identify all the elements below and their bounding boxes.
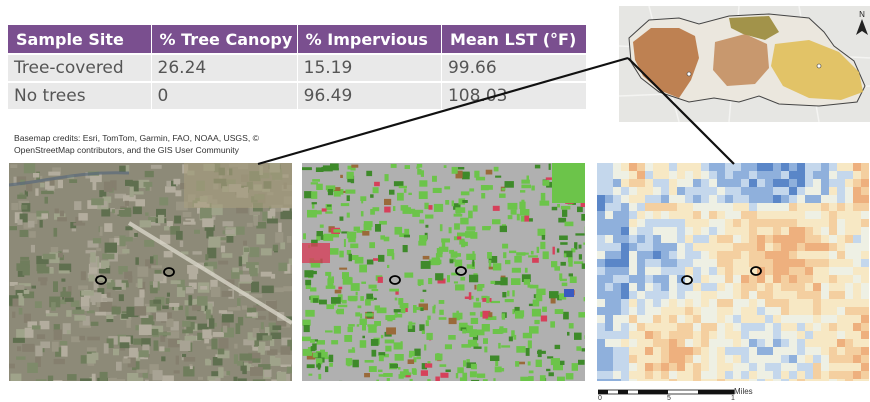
- table-cell: 108.03: [441, 81, 586, 109]
- table-cell: Tree-covered: [8, 53, 152, 82]
- scale-unit-label: Miles: [734, 387, 753, 396]
- table-cell: 96.49: [297, 81, 442, 109]
- basemap-credits: Basemap credits: Esri, TomTom, Garmin, F…: [14, 133, 259, 155]
- table-cell: 0: [151, 81, 298, 109]
- north-arrow: N: [855, 10, 869, 37]
- sample-site-tree-covered-marker: [95, 275, 107, 285]
- surface-temperature-panel: [597, 163, 869, 381]
- locator-map-svg: [619, 6, 870, 122]
- table-cell: No trees: [8, 81, 152, 109]
- table-cell: 99.66: [441, 53, 586, 82]
- locator-map: [619, 6, 870, 122]
- vegetation-area: [552, 163, 585, 203]
- sample-site-tree-covered-marker: [389, 275, 401, 285]
- region-olive: [729, 16, 779, 40]
- table-cell: 15.19: [297, 53, 442, 82]
- sample-site-no-trees-marker: [163, 267, 175, 277]
- surface-temperature-map: [597, 163, 869, 381]
- highway: [127, 221, 292, 325]
- land-cover-map: [302, 163, 585, 381]
- north-arrow-icon: [856, 19, 868, 35]
- table-row: No trees 0 96.49 108.03: [8, 81, 586, 109]
- summary-table: Sample Site % Tree Canopy % Impervious M…: [8, 25, 586, 109]
- satellite-imagery-panel: [9, 163, 292, 381]
- column-header: Mean LST (°F): [441, 25, 586, 54]
- scale-tick-label: 5: [667, 395, 671, 402]
- region-east: [771, 40, 863, 100]
- developed-area: [302, 243, 330, 263]
- table-row: Tree-covered 26.24 15.19 99.66: [8, 53, 586, 82]
- column-header: Sample Site: [8, 25, 152, 54]
- table-header-row: Sample Site % Tree Canopy % Impervious M…: [8, 25, 586, 54]
- river: [9, 171, 130, 187]
- sample-site-no-trees-marker: [750, 266, 762, 276]
- sample-site-no-trees-marker: [455, 266, 467, 276]
- north-label: N: [859, 10, 865, 19]
- land-cover-panel: [302, 163, 585, 381]
- scale-bar: [598, 389, 735, 395]
- table-cell: 26.24: [151, 53, 298, 82]
- column-header: % Impervious: [297, 25, 442, 54]
- water-area: [564, 289, 574, 297]
- column-header: % Tree Canopy: [151, 25, 298, 54]
- satellite-imagery: [9, 163, 292, 381]
- sample-site-tree-covered-marker: [681, 275, 693, 285]
- scale-tick-label: 1: [731, 395, 735, 402]
- scale-tick-label: 0: [598, 395, 602, 402]
- farmland-area: [184, 163, 292, 208]
